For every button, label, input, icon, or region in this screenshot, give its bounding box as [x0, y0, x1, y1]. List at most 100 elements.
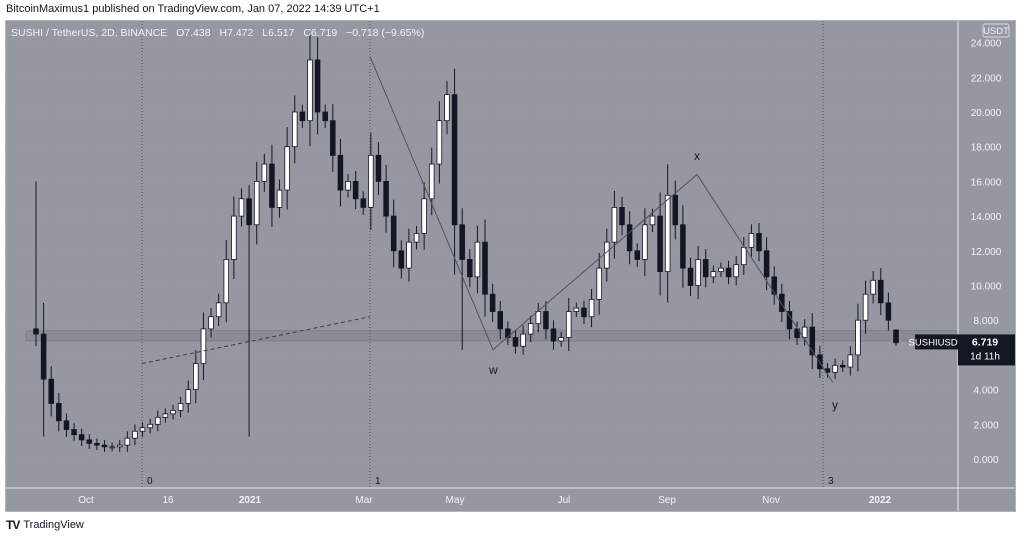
candle[interactable]	[482, 241, 488, 295]
candle[interactable]	[238, 198, 245, 217]
candle[interactable]	[847, 354, 854, 368]
candle[interactable]	[733, 264, 739, 278]
candle[interactable]	[314, 59, 321, 113]
candle[interactable]	[390, 215, 397, 252]
candle[interactable]	[63, 420, 70, 430]
candle[interactable]	[459, 224, 465, 260]
candle[interactable]	[451, 94, 458, 226]
candle[interactable]	[832, 364, 838, 373]
candle[interactable]	[322, 111, 328, 122]
candle[interactable]	[155, 416, 161, 425]
candle[interactable]	[573, 307, 580, 312]
candle[interactable]	[535, 311, 542, 325]
candle[interactable]	[543, 311, 549, 330]
candle[interactable]	[48, 378, 54, 404]
candle[interactable]	[208, 316, 214, 330]
candle[interactable]	[702, 259, 709, 278]
candle[interactable]	[763, 250, 770, 278]
candle[interactable]	[581, 307, 587, 318]
candle[interactable]	[436, 120, 443, 165]
dashed-trendline[interactable]	[141, 316, 371, 365]
candle[interactable]	[725, 267, 732, 278]
brand-name[interactable]: TradingView	[23, 519, 84, 531]
candle[interactable]	[527, 323, 534, 335]
candle[interactable]	[124, 437, 131, 446]
candle[interactable]	[756, 233, 762, 252]
candle[interactable]	[413, 233, 420, 243]
candle[interactable]	[839, 364, 846, 368]
candle[interactable]	[78, 434, 85, 441]
candle[interactable]	[193, 363, 199, 391]
candle[interactable]	[162, 413, 169, 418]
candle[interactable]	[421, 198, 427, 234]
candle[interactable]	[360, 198, 367, 208]
currency-label[interactable]: USDT	[983, 26, 1009, 37]
candle[interactable]	[512, 337, 519, 347]
wxy-wave-line[interactable]	[369, 56, 834, 383]
candle[interactable]	[505, 328, 511, 338]
candle[interactable]	[185, 389, 191, 404]
candle[interactable]	[292, 111, 298, 148]
candle[interactable]	[253, 180, 260, 226]
support-zone[interactable]	[25, 330, 959, 342]
candle[interactable]	[771, 276, 777, 295]
candle[interactable]	[695, 259, 701, 286]
candle[interactable]	[299, 111, 306, 122]
candle[interactable]	[878, 279, 884, 304]
candle[interactable]	[855, 319, 861, 356]
currency-box[interactable]	[982, 23, 1010, 38]
candle[interactable]	[307, 59, 313, 122]
candle[interactable]	[139, 427, 146, 432]
candle[interactable]	[467, 259, 473, 278]
candle[interactable]	[337, 154, 344, 191]
candle[interactable]	[619, 207, 625, 226]
candle[interactable]	[893, 329, 899, 344]
candle[interactable]	[497, 311, 504, 330]
candle[interactable]	[649, 215, 656, 226]
candle[interactable]	[375, 154, 382, 182]
symbol-title[interactable]: SUSHI / TetherUS, 2D, BINANCE	[11, 27, 168, 39]
candle[interactable]	[672, 194, 679, 226]
candle[interactable]	[428, 163, 435, 200]
candle[interactable]	[71, 429, 77, 436]
candle[interactable]	[741, 246, 747, 266]
candle[interactable]	[177, 403, 184, 411]
candle[interactable]	[474, 241, 481, 278]
candle[interactable]	[269, 163, 275, 208]
chart-frame[interactable]	[5, 20, 1016, 512]
candle[interactable]	[284, 146, 290, 191]
candle[interactable]	[132, 430, 138, 439]
candle[interactable]	[246, 198, 252, 226]
candle[interactable]	[40, 333, 47, 380]
candle[interactable]	[56, 403, 62, 422]
candle[interactable]	[352, 180, 359, 200]
candle[interactable]	[276, 189, 283, 208]
candle[interactable]	[330, 120, 336, 156]
candle[interactable]	[748, 233, 755, 248]
candle[interactable]	[862, 293, 869, 321]
candle[interactable]	[444, 94, 450, 122]
candle[interactable]	[86, 439, 93, 444]
candle[interactable]	[885, 302, 892, 321]
candle[interactable]	[550, 328, 557, 342]
candle[interactable]	[383, 180, 389, 217]
candle[interactable]	[664, 194, 671, 273]
candle[interactable]	[116, 444, 123, 448]
candle[interactable]	[406, 241, 412, 269]
candle[interactable]	[809, 326, 816, 356]
candle[interactable]	[657, 215, 663, 273]
candle[interactable]	[200, 328, 207, 364]
candle[interactable]	[634, 250, 640, 260]
candle[interactable]	[101, 444, 108, 448]
candle[interactable]	[794, 328, 800, 338]
candle[interactable]	[611, 207, 618, 243]
candle[interactable]	[368, 154, 374, 208]
candle[interactable]	[870, 279, 876, 295]
candle[interactable]	[223, 259, 230, 304]
candle[interactable]	[398, 250, 405, 269]
candle[interactable]	[687, 267, 694, 286]
candle[interactable]	[231, 215, 237, 260]
candle[interactable]	[261, 163, 268, 182]
candle[interactable]	[147, 423, 153, 429]
